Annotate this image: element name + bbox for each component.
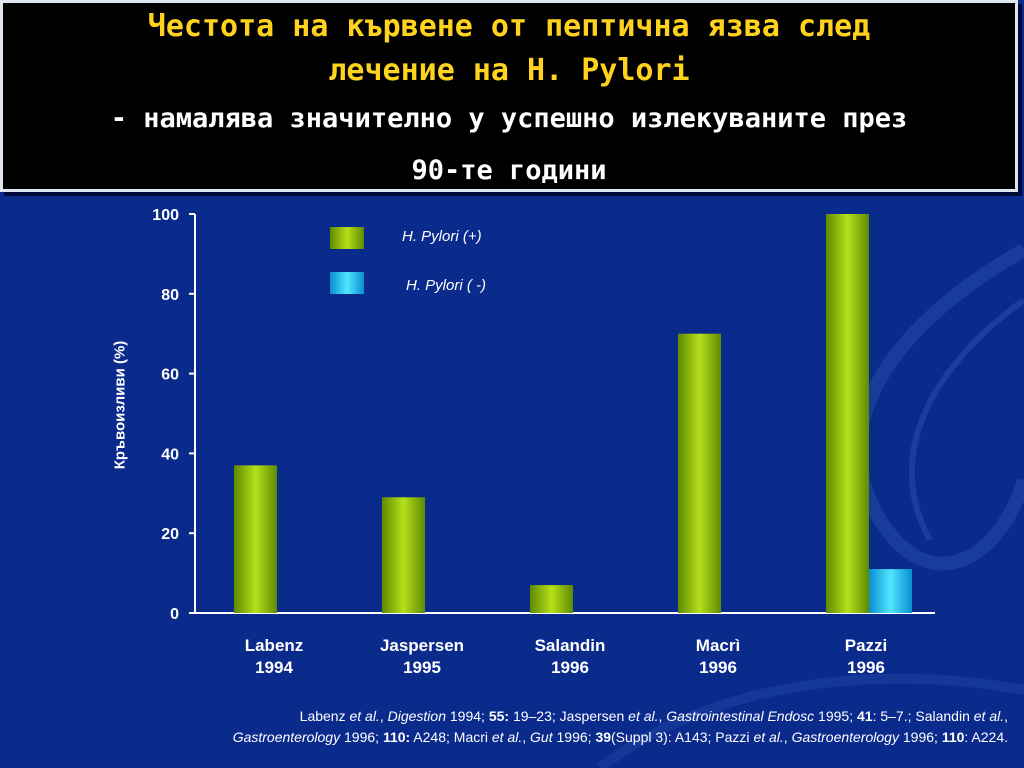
- legend-swatch: [330, 272, 364, 294]
- bar-chart: 0 20 40 60 80 100: [152, 207, 935, 623]
- x-tick-label: Pazzi 1996: [844, 636, 888, 677]
- bar-positive-macrì: [678, 333, 721, 613]
- legend-label: H. Pylori (+): [402, 228, 482, 245]
- y-tick-label: 60: [161, 367, 179, 384]
- title-box: Честота на кървене от пептична язва след…: [0, 0, 1018, 192]
- bar-negative-pazzi: [869, 569, 912, 613]
- bar-positive-salandin: [530, 585, 573, 613]
- y-tick-label: 0: [170, 606, 179, 623]
- title-line-2: лечение на H. Pylori: [328, 53, 690, 88]
- y-tick-label: 100: [152, 207, 179, 224]
- x-tick-label: Jaspersen 1995: [379, 636, 465, 677]
- references: Labenz et al., Digestion 1994; 55: 19–23…: [232, 708, 1008, 745]
- x-tick-label: Labenz 1994: [244, 636, 304, 677]
- x-tick-label: Macrì 1996: [695, 636, 741, 677]
- x-tick-label: Salandin 1996: [534, 636, 606, 677]
- bars: [234, 214, 912, 613]
- legend: [330, 227, 364, 294]
- bar-positive-jaspersen: [382, 497, 425, 613]
- y-tick-label: 40: [161, 446, 179, 463]
- bar-positive-pazzi: [826, 214, 869, 613]
- y-tick-label: 20: [161, 526, 179, 543]
- legend-swatch: [330, 227, 364, 249]
- subtitle-line-2: 90-те години: [411, 155, 607, 186]
- legend-label: H. Pylori ( -): [406, 277, 486, 294]
- subtitle-line-1: - намалява значително у успешно излекува…: [110, 103, 908, 134]
- y-axis-label: Кръвоизливи (%): [111, 340, 129, 470]
- title-line-1: Честота на кървене от пептична язва след: [147, 9, 871, 44]
- bar-positive-labenz: [234, 465, 277, 613]
- y-tick-label: 80: [161, 287, 179, 304]
